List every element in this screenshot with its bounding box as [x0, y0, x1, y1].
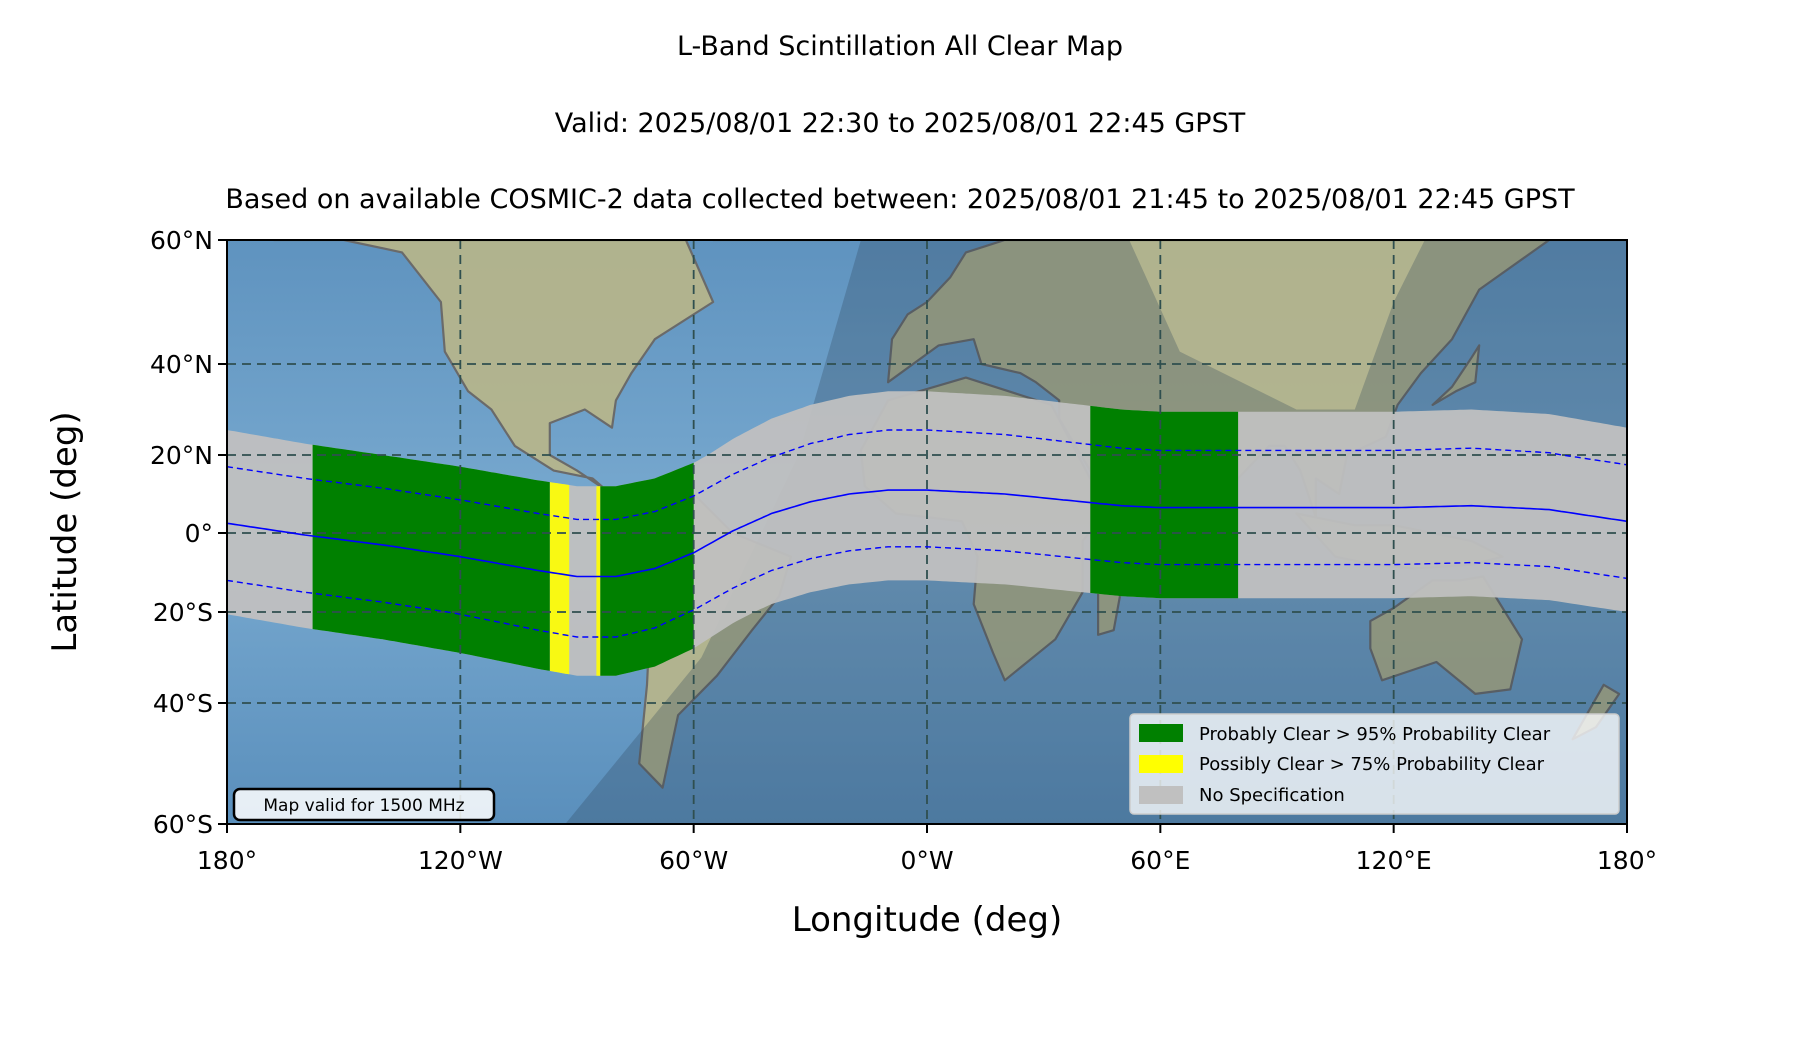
north-america-landmass: [272, 240, 715, 503]
y-axis-label: Latitude (deg): [45, 411, 85, 652]
legend-swatch-no-specification: [1139, 786, 1183, 804]
magnetic-equator-lines: [227, 429, 1627, 638]
y-tick-label-1: 40°N: [150, 350, 213, 379]
legend-swatch-probably-clear: [1139, 724, 1183, 742]
legend-label-probably-clear: Probably Clear > 95% Probability Clear: [1199, 724, 1551, 745]
y-tick-label-3: 0°: [185, 519, 213, 548]
probably-clear-region-2: [600, 462, 694, 676]
x-tick-label-6: 180°: [1597, 846, 1657, 875]
x-tick-label-5: 120°E: [1356, 846, 1432, 875]
north-boundary-dashed-line: [227, 429, 1627, 521]
x-tick-label-3: 0°W: [900, 846, 953, 875]
x-tick-label-4: 60°E: [1130, 846, 1190, 875]
possibly-clear-region-2: [596, 486, 601, 676]
legend-label-possibly-clear: Possibly Clear > 75% Probability Clear: [1199, 754, 1545, 775]
frequency-note-box: [232, 787, 496, 822]
probably-clear-region-1: [312, 444, 550, 671]
map-plot-area[interactable]: [227, 240, 1627, 824]
y-tick-label-4: 20°S: [153, 598, 213, 627]
legend-label-no-specification: No Specification: [1199, 785, 1345, 806]
y-tick-label-5: 40°S: [153, 689, 213, 718]
y-tick-label-6: 60°S: [153, 810, 213, 839]
japan-landmass: [1431, 344, 1481, 406]
legend-swatch-possibly-clear: [1139, 755, 1183, 773]
axis-ticks: 180° 120°W 60°W 0°W 60°E 120°E 180° 60°N 40°N 20°…: [150, 226, 1657, 875]
x-tick-label-2: 60°W: [659, 846, 728, 875]
possibly-clear-region-1: [549, 482, 570, 675]
chart-title: L-Band Scintillation All Clear Map: [676, 31, 1123, 62]
frequency-note: Map valid for 1500 MHz: [232, 787, 496, 822]
south-boundary-dashed-line: [227, 546, 1627, 638]
y-tick-label-0: 60°N: [150, 226, 213, 255]
legend: Probably Clear > 95% Probability Clear P…: [1129, 713, 1620, 815]
x-tick-label-1: 120°W: [418, 846, 503, 875]
frequency-note-text: Map valid for 1500 MHz: [263, 796, 464, 816]
valid-period: Valid: 2025/08/01 22:30 to 2025/08/01 22…: [554, 108, 1246, 139]
data-collection-period: Based on available COSMIC-2 data collect…: [225, 184, 1575, 215]
magnetic-equator-line: [227, 489, 1627, 578]
probably-clear-region-3: [1090, 405, 1239, 599]
x-axis-label: Longitude (deg): [792, 900, 1063, 940]
legend-box: [1129, 713, 1620, 815]
y-tick-label-2: 20°N: [150, 441, 213, 470]
x-tick-label-0: 180°: [197, 846, 257, 875]
